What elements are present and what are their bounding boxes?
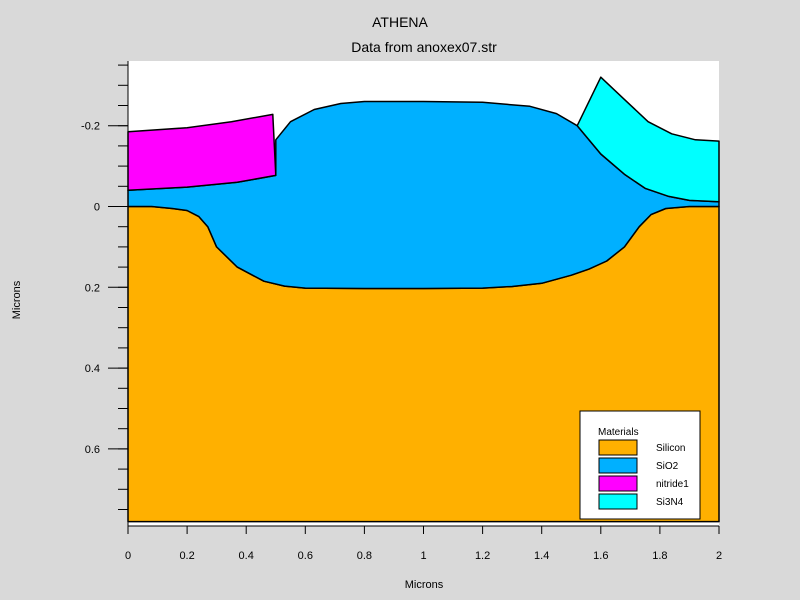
y-tick-label: 0.6 — [85, 444, 100, 456]
region-sio2 — [127, 100, 720, 290]
x-tick-label: 2 — [716, 550, 722, 562]
legend-title: Materials — [598, 427, 639, 438]
x-tick-label: 0.8 — [357, 550, 372, 562]
region-nitride1 — [127, 113, 277, 192]
y-tick-label: 0 — [94, 202, 100, 214]
x-tick-label: 1.2 — [475, 550, 490, 562]
legend-swatch-si3n4 — [598, 493, 638, 510]
legend-label-si3n4: Si3N4 — [656, 497, 684, 508]
x-tick-label: 1.4 — [534, 550, 549, 562]
x-axis-label: Microns — [405, 579, 444, 591]
legend: Materials Silicon SiO2 nitride1 Si3N4 — [579, 410, 701, 520]
legend-swatch-silicon — [598, 439, 638, 456]
chart-title: ATHENA — [372, 14, 428, 30]
x-tick-label: 1.8 — [652, 550, 667, 562]
x-tick-label: 1.6 — [593, 550, 608, 562]
x-tick-label: 0.2 — [179, 550, 194, 562]
x-tick-label: 0.6 — [298, 550, 313, 562]
chart-subtitle: Data from anoxex07.str — [351, 39, 497, 55]
y-tick-label: -0.2 — [81, 121, 100, 133]
axes: 0 0.2 0.4 0.6 0.8 1 1.2 1.4 1.6 1.8 2 -0.2 0 0.2 0.4 0.… — [81, 61, 722, 562]
legend-label-nitride1: nitride1 — [656, 479, 689, 490]
y-axis-label: Microns — [11, 280, 23, 319]
legend-label-silicon: Silicon — [656, 443, 685, 454]
legend-label-sio2: SiO2 — [656, 461, 679, 472]
region-si3n4 — [576, 76, 720, 203]
legend-swatch-sio2 — [598, 457, 638, 474]
legend-swatch-nitride1 — [598, 475, 638, 492]
x-tick-label: 0 — [125, 550, 131, 562]
y-tick-label: 0.2 — [85, 282, 100, 294]
x-tick-label: 0.4 — [239, 550, 254, 562]
y-tick-label: 0.4 — [85, 363, 100, 375]
legend-entries: Silicon SiO2 nitride1 Si3N4 — [598, 439, 689, 510]
material-regions — [127, 76, 720, 523]
x-tick-label: 1 — [420, 550, 426, 562]
